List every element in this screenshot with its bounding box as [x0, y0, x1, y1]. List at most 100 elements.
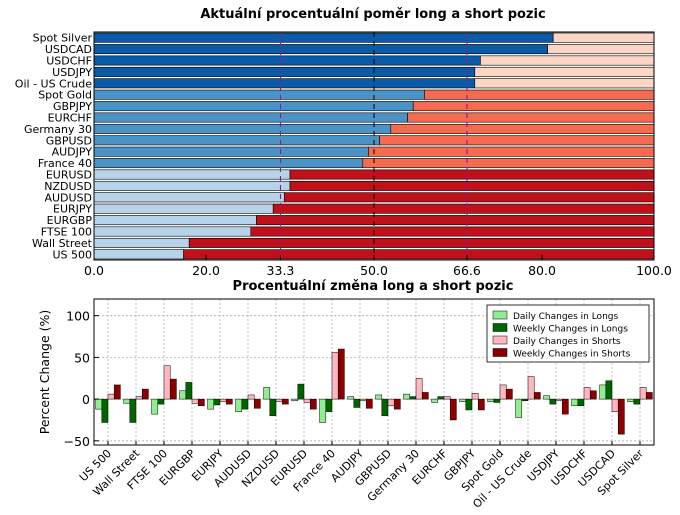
long-bar	[93, 101, 414, 112]
category-label: AUDJPY	[52, 146, 93, 159]
long-bar	[93, 215, 257, 226]
change-bar	[365, 398, 373, 409]
change-bar	[253, 398, 261, 409]
change-bar	[123, 398, 131, 404]
short-bar	[289, 180, 655, 191]
x-tick-label: 50.0	[360, 263, 388, 278]
long-bar	[93, 78, 476, 89]
category-label: GBPJPY	[53, 100, 92, 113]
legend-swatch	[492, 348, 508, 357]
change-bar	[381, 398, 389, 417]
change-bar	[375, 394, 383, 400]
category-label: Oil - US Crude	[15, 77, 92, 90]
change-bar	[359, 398, 367, 402]
change-bar	[477, 398, 485, 411]
long-bar	[93, 203, 274, 214]
short-bar	[289, 169, 655, 180]
change-bar	[325, 398, 333, 412]
change-bar	[247, 394, 255, 400]
category-label: USDCAD	[45, 43, 92, 56]
change-bar	[577, 398, 585, 407]
change-bar	[263, 387, 271, 400]
category-label: Spot Silver	[33, 32, 93, 45]
category-label: FTSE 100	[41, 226, 92, 239]
change-bar	[191, 398, 199, 404]
y-tick-label: −50	[64, 434, 90, 449]
short-bar	[183, 249, 655, 260]
short-bar	[412, 101, 655, 112]
long-bar	[93, 180, 291, 191]
short-bar	[474, 66, 655, 77]
change-bar	[347, 396, 355, 400]
change-bar	[493, 398, 501, 403]
change-bar	[135, 396, 143, 400]
category-label: EURUSD	[46, 169, 92, 182]
short-bar	[362, 158, 655, 169]
change-bar	[409, 396, 417, 400]
change-bar	[101, 398, 109, 423]
x-tick-label: 20.0	[192, 263, 220, 278]
category-label: USDCHF	[46, 55, 92, 68]
short-bar	[256, 215, 655, 226]
x-tick-label: 0.0	[84, 263, 104, 278]
x-tick-label: 100.0	[636, 263, 672, 278]
change-bar	[179, 390, 187, 400]
short-bar	[368, 146, 655, 157]
short-bar	[552, 32, 655, 43]
change-bar	[561, 398, 569, 415]
change-bar	[443, 396, 451, 400]
long-bar	[93, 169, 291, 180]
category-label: GBPUSD	[46, 134, 92, 147]
change-bar	[571, 398, 579, 407]
y-tick-label: 0	[82, 392, 90, 407]
change-bar	[269, 398, 277, 417]
change-bar	[403, 393, 411, 400]
short-bar	[407, 112, 655, 123]
change-bar	[151, 398, 159, 415]
short-bar	[424, 89, 655, 100]
change-bar	[555, 398, 563, 402]
category-label: France 40	[38, 157, 92, 170]
category-label: EURCHF	[48, 112, 92, 125]
long-bar	[93, 192, 285, 203]
change-bar	[605, 380, 613, 400]
short-bar	[272, 203, 655, 214]
top-chart-reference-lines	[279, 32, 468, 260]
bottom-chart-frame	[93, 298, 655, 446]
change-bar	[515, 398, 523, 418]
legend-label: Weekly Changes in Longs	[513, 325, 628, 335]
change-bar	[319, 398, 327, 423]
short-bar	[480, 55, 655, 66]
change-bar	[225, 398, 233, 405]
change-bar	[449, 398, 457, 421]
change-bar	[521, 398, 529, 402]
change-bar	[431, 398, 439, 403]
change-bar	[415, 378, 423, 400]
bottom-chart-title: Procentuální změna long a short pozic	[233, 279, 514, 294]
change-bar	[303, 398, 311, 403]
change-bar	[471, 393, 479, 400]
change-bar	[487, 398, 495, 402]
short-bar	[390, 123, 655, 134]
change-bar	[639, 387, 647, 400]
long-bar	[93, 226, 252, 237]
long-bar	[93, 123, 392, 134]
change-bar	[141, 388, 149, 400]
change-bar	[213, 398, 221, 406]
y-tick-label: 100	[66, 309, 90, 324]
x-tick-label: 33.3	[267, 263, 295, 278]
change-bar	[549, 398, 557, 405]
change-bar	[599, 384, 607, 400]
change-bar	[393, 398, 401, 410]
long-bar	[93, 89, 425, 100]
change-bar	[459, 398, 467, 402]
long-bar	[93, 44, 548, 55]
bottom-chart-legend: Daily Changes in Longs Weekly Changes in …	[486, 304, 650, 363]
short-bar	[284, 192, 655, 203]
long-bar	[93, 146, 369, 157]
change-bar	[387, 398, 395, 407]
change-bar	[527, 376, 535, 400]
legend-label: Daily Changes in Shorts	[513, 337, 621, 347]
change-bar	[309, 398, 317, 410]
